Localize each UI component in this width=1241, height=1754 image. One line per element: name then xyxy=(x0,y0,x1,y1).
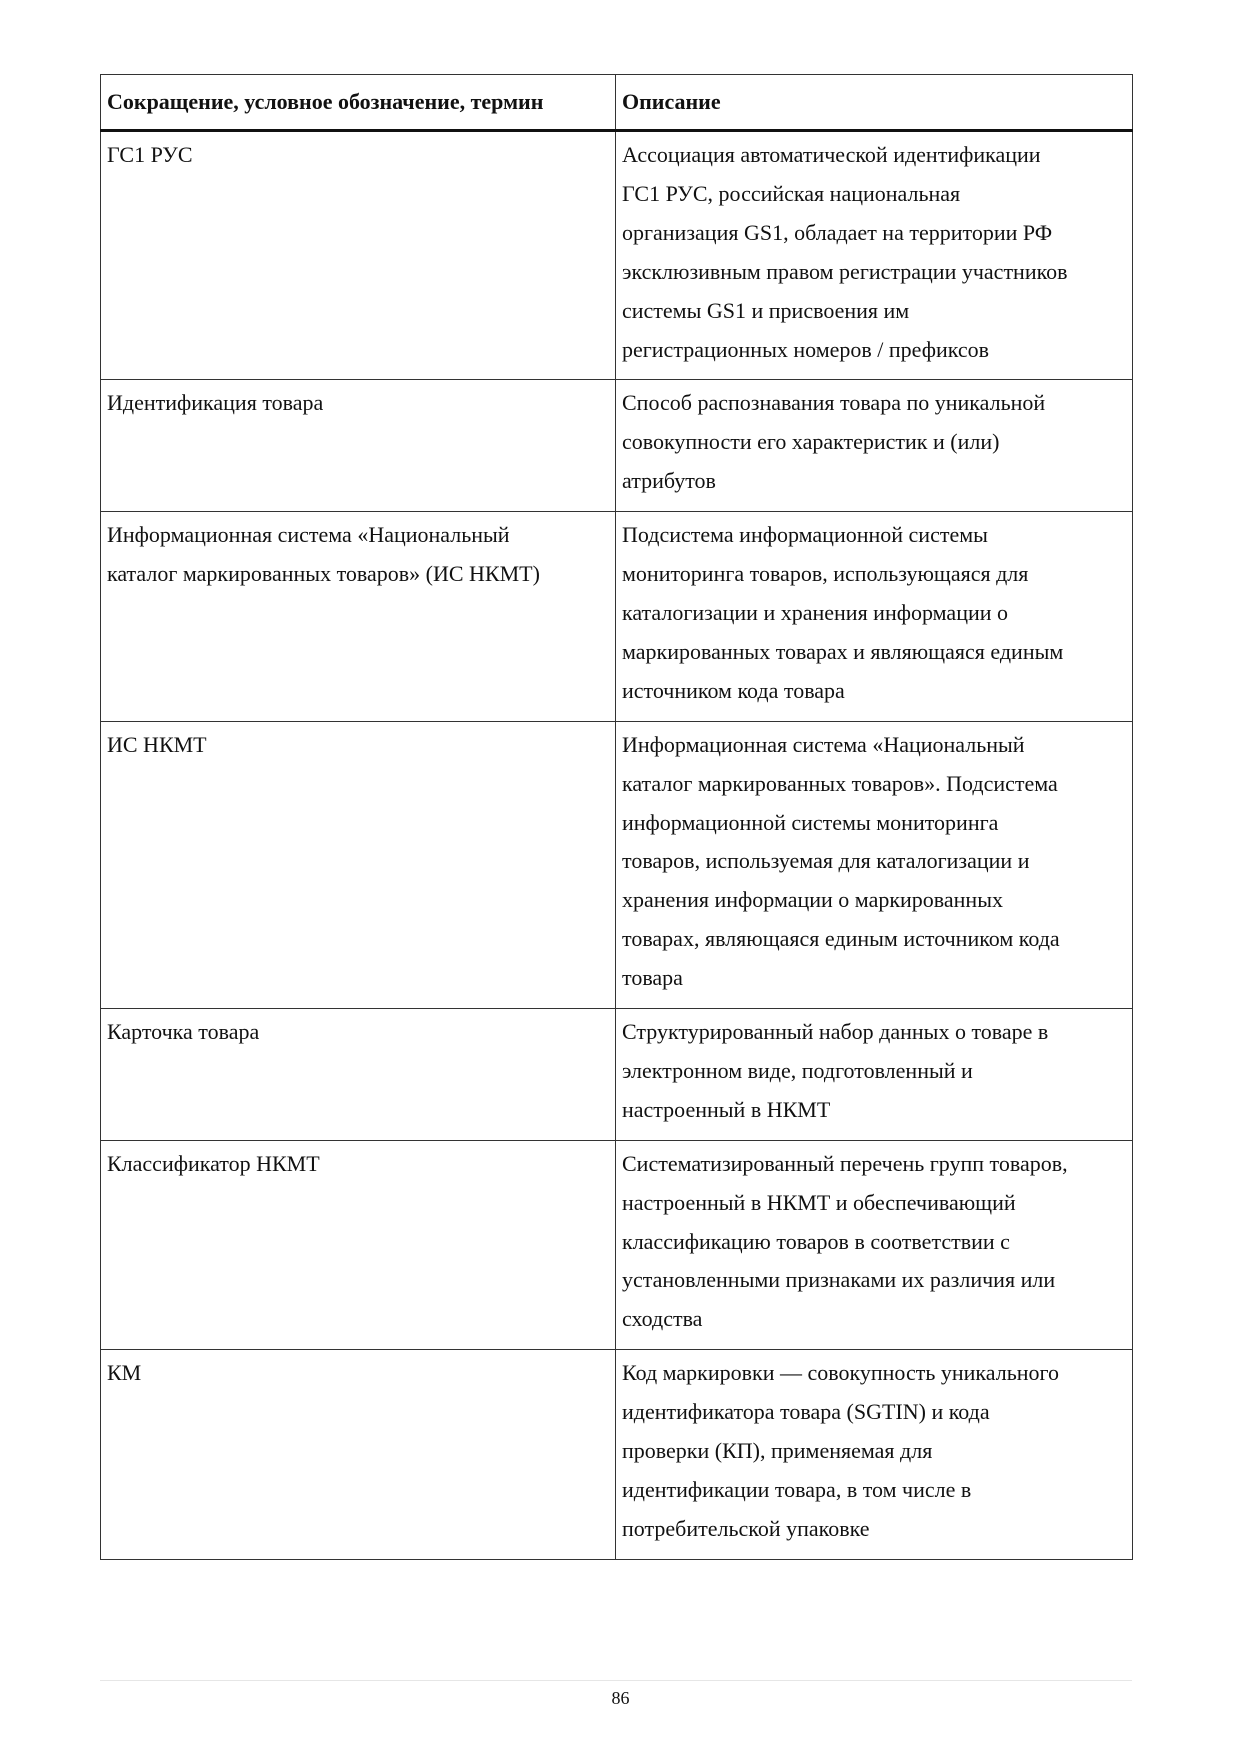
table-row: ГС1 РУС Ассоциация автоматической идентиф… xyxy=(100,129,1133,381)
description-cell: Структурированный набор данных о товаре … xyxy=(615,1008,1133,1141)
description-line: источником кода товара xyxy=(622,677,845,703)
description-line: каталог маркированных товаров». Подсисте… xyxy=(622,770,1058,796)
terms-table: Сокращение, условное обозначение, термин… xyxy=(100,74,1133,1560)
description-line: регистрационных номеров / префиксов xyxy=(622,336,990,362)
term-cell: КМ xyxy=(100,1349,616,1560)
description-line: хранения информации о маркированных xyxy=(622,887,1003,913)
term-line: Карточка товара xyxy=(107,1019,260,1045)
description-line: идентификации товара, в том числе в xyxy=(622,1477,972,1502)
footer-divider xyxy=(100,1680,1132,1681)
term-line: Информационная система «Национальный xyxy=(107,522,510,548)
term-cell: Информационная система «Национальный ката… xyxy=(100,511,616,722)
description-line: Ассоциация автоматической идентификации xyxy=(622,142,1041,167)
description-line: Способ распознавания товара по уникально… xyxy=(622,390,1046,416)
page-number: 86 xyxy=(611,1688,630,1708)
term-line: КМ xyxy=(107,1360,142,1386)
description-line: мониторинга товаров, использующаяся для xyxy=(622,561,1029,587)
description-line: организация GS1, обладает на территории … xyxy=(622,219,1053,245)
description-line: Структурированный набор данных о товаре … xyxy=(622,1019,1049,1045)
description-line: информационной системы мониторинга xyxy=(622,809,999,835)
description-line: идентификатора товара (SGTIN) и кода xyxy=(622,1399,990,1425)
description-line: настроенный в НКМТ xyxy=(622,1096,831,1122)
table-body: ГС1 РУС Ассоциация автоматической идентиф… xyxy=(100,129,1133,1560)
description-cell: Информационная система «Национальный ката… xyxy=(615,720,1133,1010)
description-line: классификацию товаров в соответствии с xyxy=(622,1228,1010,1254)
term-line: Классификатор НКМТ xyxy=(107,1150,320,1176)
description-line: настроенный в НКМТ и обеспечивающий xyxy=(622,1189,1016,1215)
description-line: Код маркировки — совокупность уникальног… xyxy=(622,1360,1059,1386)
table-row: КМ Код маркировки — совокупность уникальн… xyxy=(100,1349,1133,1560)
description-line: Информационная система «Национальный xyxy=(622,731,1025,757)
term-cell: ГС1 РУС xyxy=(100,129,616,381)
description-cell: Систематизированный перечень групп товар… xyxy=(615,1139,1133,1351)
description-line: товара xyxy=(622,965,683,991)
description-line: атрибутов xyxy=(622,468,716,494)
term-line: Идентификация товара xyxy=(107,390,324,416)
description-line: электронном виде, подготовленный и xyxy=(622,1057,973,1083)
description-line: потребительской упаковке xyxy=(622,1515,870,1541)
description-line: Подсистема информационной системы xyxy=(622,522,988,548)
table-header-row: Сокращение, условное обозначение, термин… xyxy=(100,74,1133,132)
table-row: ИС НКМТ Информационная система «Националь… xyxy=(100,720,1133,1010)
description-cell: Подсистема информационной системы монитор… xyxy=(615,511,1133,722)
term-cell: Классификатор НКМТ xyxy=(100,1139,616,1351)
term-cell: Карточка товара xyxy=(100,1008,616,1141)
term-cell: ИС НКМТ xyxy=(100,720,616,1010)
term-line: ИС НКМТ xyxy=(107,731,207,757)
header-term: Сокращение, условное обозначение, термин xyxy=(100,74,616,132)
description-line: ГС1 РУС, российская национальная xyxy=(622,180,961,206)
description-line: Систематизированный перечень групп товар… xyxy=(622,1150,1068,1176)
description-line: сходства xyxy=(622,1306,703,1332)
description-line: каталогизации и хранения информации о xyxy=(622,599,1009,625)
term-line: каталог маркированных товаров» (ИС НКМТ) xyxy=(107,561,540,587)
description-line: товаров, используемая для каталогизации … xyxy=(622,848,1030,874)
description-cell: Код маркировки — совокупность уникальног… xyxy=(615,1349,1133,1560)
table-row: Информационная система «Национальный ката… xyxy=(100,511,1133,722)
description-cell: Ассоциация автоматической идентификации Г… xyxy=(615,129,1133,381)
description-line: системы GS1 и присвоения им xyxy=(622,297,910,323)
table-row: Классификатор НКМТ Систематизированный пе… xyxy=(100,1139,1133,1351)
description-line: товарах, являющаяся единым источником ко… xyxy=(622,926,1060,952)
description-line: проверки (КП), применяемая для xyxy=(622,1438,933,1464)
description-cell: Способ распознавания товара по уникально… xyxy=(615,379,1133,513)
term-line: ГС1 РУС xyxy=(107,142,193,167)
header-description: Описание xyxy=(615,74,1133,132)
description-line: маркированных товарах и являющаяся едины… xyxy=(622,638,1064,664)
table-row: Идентификация товара Способ распознавания… xyxy=(100,379,1133,513)
description-line: эксклюзивным правом регистрации участник… xyxy=(622,258,1068,284)
description-line: установленными признаками их различия ил… xyxy=(622,1267,1056,1293)
term-cell: Идентификация товара xyxy=(100,379,616,513)
table-row: Карточка товара Структурированный набор д… xyxy=(100,1008,1133,1141)
description-line: совокупности его характеристик и (или) xyxy=(622,429,1000,455)
